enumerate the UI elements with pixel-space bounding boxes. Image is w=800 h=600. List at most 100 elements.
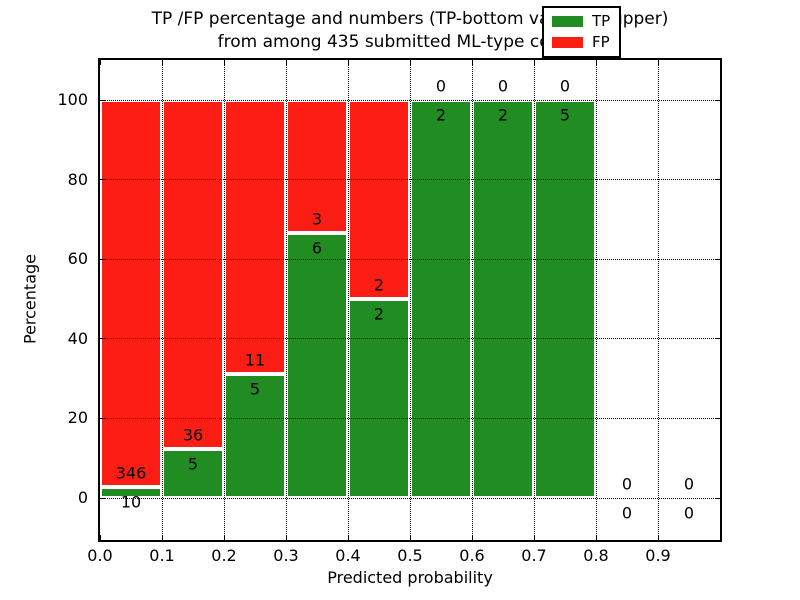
x-tick-label: 0.5	[397, 546, 423, 565]
bar-label-fp: 2	[373, 275, 385, 295]
bar-segment-tp	[534, 100, 596, 498]
chart-title-line2: from among 435 submitted ML-type contact…	[217, 32, 603, 52]
y-tick-mark	[100, 179, 105, 181]
grid-line-horizontal	[100, 417, 720, 419]
x-tick-mark	[657, 535, 659, 540]
x-tick-label: 0.8	[583, 546, 609, 565]
x-tick-mark	[595, 60, 597, 65]
y-tick-mark	[100, 497, 105, 499]
grid-line-horizontal	[100, 179, 720, 181]
y-tick-label: 20	[67, 408, 88, 428]
grid-line-vertical	[285, 60, 287, 540]
x-tick-mark	[347, 535, 349, 540]
tp-color-swatch	[552, 16, 583, 27]
chart-title: TP /FP percentage and numbers (TP-bottom…	[100, 8, 720, 54]
x-tick-label: 0.3	[273, 546, 299, 565]
x-tick-mark	[533, 535, 535, 540]
grid-line-vertical	[347, 60, 349, 540]
x-tick-mark	[223, 60, 225, 65]
bar-label-fp: 0	[683, 474, 695, 494]
y-tick-label: 60	[67, 249, 88, 269]
legend-item-tp: TP	[552, 14, 610, 29]
bar-label-fp: 36	[182, 425, 204, 445]
bar-label-tp: 2	[373, 304, 385, 324]
x-tick-mark	[657, 60, 659, 65]
x-tick-mark	[409, 60, 411, 65]
x-tick-mark	[595, 535, 597, 540]
chart-title-line1: TP /FP percentage and numbers (TP-bottom…	[151, 9, 669, 29]
grid-line-horizontal	[100, 338, 720, 340]
x-tick-label: 0.1	[149, 546, 175, 565]
x-tick-mark	[471, 60, 473, 65]
y-tick-label: 0	[77, 488, 88, 507]
grid-line-vertical	[161, 60, 163, 540]
x-tick-mark	[471, 535, 473, 540]
legend-label-fp: FP	[592, 33, 610, 51]
bar-label-fp: 0	[435, 76, 447, 96]
grid-line-horizontal	[100, 497, 720, 499]
plot-area: 346 10 36 5 11 5 3 6 2 2 0 2 0 2 0 5 0 0 0 0	[98, 58, 722, 542]
bar-label-fp: 0	[559, 76, 571, 96]
y-tick-label: 40	[67, 328, 88, 348]
bar-label-tp: 2	[435, 105, 447, 125]
y-tick-label: 100	[57, 90, 88, 109]
bar-label-tp: 5	[559, 105, 571, 125]
fp-color-swatch	[552, 37, 583, 48]
bar-segment-tp	[286, 232, 348, 498]
x-tick-mark	[285, 535, 287, 540]
y-tick-label: 80	[67, 169, 88, 189]
bar-segment-fp	[286, 100, 348, 233]
y-tick-mark	[100, 417, 105, 419]
grid-line-vertical	[471, 60, 473, 540]
bar-segment-tp	[162, 449, 224, 498]
bar-segment-fp	[348, 100, 410, 299]
bar-segment-fp	[100, 100, 162, 487]
bar-label-tp: 2	[497, 105, 509, 125]
bar-segment-tp	[472, 100, 534, 498]
y-tick-mark	[100, 99, 105, 101]
bar-label-tp: 6	[311, 238, 323, 258]
bar-segment-tp	[100, 486, 162, 498]
legend: TP FP	[542, 6, 622, 58]
bar-segment-tp	[224, 373, 286, 498]
bar-label-tp: 5	[187, 454, 199, 474]
x-tick-mark	[99, 60, 101, 65]
x-tick-label: 0.6	[459, 546, 485, 565]
y-tick-mark	[715, 179, 720, 181]
y-tick-mark	[100, 338, 105, 340]
y-tick-mark	[715, 417, 720, 419]
x-tick-label: 0.2	[211, 546, 237, 565]
bar-label-fp: 0	[621, 474, 633, 494]
y-tick-mark	[715, 99, 720, 101]
y-tick-mark	[100, 258, 105, 260]
bar-label-fp: 3	[311, 209, 323, 229]
legend-item-fp: FP	[552, 35, 610, 50]
x-tick-label: 0.4	[335, 546, 361, 565]
bar-segment-fp	[224, 100, 286, 374]
y-tick-mark	[715, 497, 720, 499]
x-axis-label: Predicted probability	[327, 568, 493, 587]
grid-line-vertical	[223, 60, 225, 540]
x-tick-mark	[161, 535, 163, 540]
x-tick-label: 0.7	[521, 546, 547, 565]
x-tick-mark	[99, 535, 101, 540]
bar-segment-tp	[410, 100, 472, 498]
bar-segment-tp	[348, 299, 410, 498]
x-tick-mark	[285, 60, 287, 65]
bar-label-tp: 5	[249, 379, 261, 399]
legend-label-tp: TP	[592, 12, 611, 30]
bar-label-fp: 0	[497, 76, 509, 96]
x-tick-mark	[409, 535, 411, 540]
y-tick-mark	[715, 258, 720, 260]
x-tick-mark	[347, 60, 349, 65]
grid-line-vertical	[657, 60, 659, 540]
grid-line-vertical	[409, 60, 411, 540]
x-tick-label: 0.9	[645, 546, 671, 565]
bar-segment-fp	[162, 100, 224, 450]
x-tick-label: 0.0	[87, 546, 113, 565]
bar-label-tp: 0	[683, 503, 695, 523]
bar-label-tp: 0	[621, 503, 633, 523]
bar-label-fp: 11	[244, 350, 266, 370]
grid-line-vertical	[595, 60, 597, 540]
